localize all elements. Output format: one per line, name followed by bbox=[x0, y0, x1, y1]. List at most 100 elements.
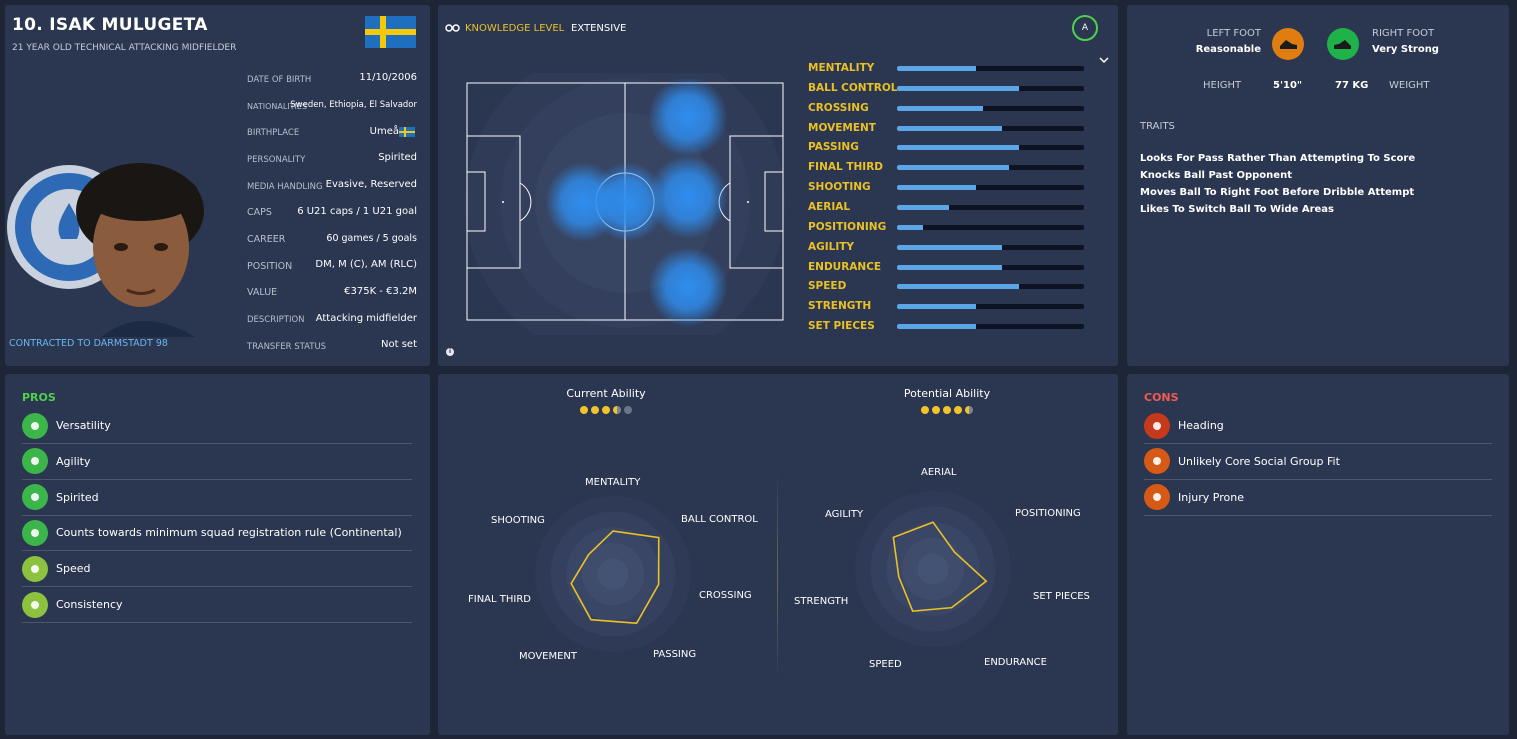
radar-ring bbox=[917, 553, 949, 585]
attribute-bar-fill bbox=[897, 185, 976, 191]
media-handling-value: Evasive, Reserved bbox=[325, 179, 417, 190]
sweden-flag-icon bbox=[365, 16, 416, 48]
attribute-bar bbox=[897, 284, 1084, 290]
attacking-radar-chart bbox=[535, 496, 691, 652]
binoculars-icon bbox=[445, 24, 460, 32]
radar-axis-label: BALL CONTROL bbox=[681, 514, 758, 525]
personality-label: PERSONALITY bbox=[247, 155, 306, 165]
radar-axis-label: CROSSING bbox=[699, 590, 752, 601]
radar-polygon bbox=[570, 530, 660, 625]
transfer-status-value: Not set bbox=[381, 339, 417, 350]
trait-item[interactable]: Knocks Ball Past Opponent bbox=[1140, 170, 1292, 181]
attribute-bar-fill bbox=[897, 145, 1019, 151]
pros-item[interactable]: Counts towards minimum squad registratio… bbox=[22, 515, 412, 552]
trait-item[interactable]: Likes To Switch Ball To Wide Areas bbox=[1140, 204, 1335, 215]
dob-value: 11/10/2006 bbox=[359, 72, 417, 83]
pros-item[interactable]: Speed bbox=[22, 551, 412, 588]
pros-panel: PROS Versatility Agility Spirited Counts to… bbox=[5, 374, 430, 735]
contract-club-link[interactable]: CONTRACTED TO DARMSTADT 98 bbox=[9, 338, 168, 349]
ability-panel: Current Ability Potential Ability MENTAL… bbox=[438, 374, 1118, 735]
info-icon[interactable]: i bbox=[446, 348, 454, 356]
radar-axis-label: MENTALITY bbox=[585, 477, 641, 488]
star-icon bbox=[965, 406, 973, 414]
cons-item[interactable]: Injury Prone bbox=[1144, 480, 1492, 516]
attribute-name: FINAL THIRD bbox=[808, 161, 883, 174]
attribute-bar bbox=[897, 224, 1084, 230]
attribute-bar bbox=[897, 85, 1084, 91]
attribute-bar-fill bbox=[897, 105, 984, 111]
attribute-name: AGILITY bbox=[808, 240, 855, 253]
attribute-bar-fill bbox=[897, 66, 976, 71]
value-value: €375K - €3.2M bbox=[344, 286, 417, 297]
attribute-name: POSITIONING bbox=[808, 220, 887, 233]
cons-item[interactable]: Heading bbox=[1144, 408, 1492, 444]
pros-item[interactable]: Agility bbox=[22, 444, 412, 480]
attribute-bar-fill bbox=[897, 224, 924, 230]
attribute-name: SHOOTING bbox=[808, 181, 871, 194]
physical-panel: LEFT FOOT Reasonable RIGHT FOOT Very Str… bbox=[1127, 5, 1509, 366]
speed-icon bbox=[22, 555, 48, 582]
divider bbox=[777, 469, 778, 684]
pros-item[interactable]: Versatility bbox=[22, 408, 412, 444]
potential-ability-label: Potential Ability bbox=[903, 387, 991, 400]
attribute-bar-fill bbox=[897, 264, 1002, 270]
value-label: VALUE bbox=[247, 287, 278, 298]
description-label: DESCRIPTION bbox=[247, 315, 305, 325]
caps-value: 6 U21 caps / 1 U21 goal bbox=[297, 206, 417, 217]
attribute-bar bbox=[897, 304, 1084, 310]
left-boot-icon bbox=[1272, 28, 1304, 60]
star-icon bbox=[613, 406, 621, 414]
left-foot-label: LEFT FOOT bbox=[1206, 28, 1261, 39]
attribute-name: SET PIECES bbox=[808, 320, 875, 333]
current-ability-stars bbox=[546, 406, 666, 414]
pros-title: PROS bbox=[22, 391, 56, 404]
right-boot-icon bbox=[1327, 28, 1359, 60]
pros-item-label: Counts towards minimum squad registratio… bbox=[56, 526, 402, 540]
attribute-bar-fill bbox=[897, 204, 950, 210]
radar-axis-label: SHOOTING bbox=[491, 515, 545, 526]
knowledge-panel: KNOWLEDGE LEVEL EXTENSIVE A M bbox=[438, 5, 1118, 366]
position-value: DM, M (C), AM (RLC) bbox=[315, 259, 417, 270]
pros-item-label: Versatility bbox=[56, 419, 111, 432]
attribute-name: ENDURANCE bbox=[808, 260, 882, 273]
attribute-bar bbox=[897, 324, 1084, 330]
cons-item-label: Unlikely Core Social Group Fit bbox=[1178, 454, 1340, 468]
injury-icon bbox=[1144, 484, 1170, 511]
attribute-name: CROSSING bbox=[808, 101, 869, 114]
attribute-bar-fill bbox=[897, 125, 1002, 131]
pros-item-label: Spirited bbox=[56, 490, 99, 504]
heading-icon bbox=[1144, 412, 1170, 439]
consistency-icon bbox=[22, 591, 48, 618]
pros-item[interactable]: Consistency bbox=[22, 587, 412, 623]
chevron-down-icon[interactable] bbox=[1099, 57, 1109, 64]
versatility-icon bbox=[22, 412, 48, 439]
player-subtitle: 21 YEAR OLD TECHNICAL ATTACKING MIDFIELD… bbox=[12, 43, 237, 53]
radar-axis-label: PASSING bbox=[653, 649, 697, 660]
agility-icon bbox=[22, 448, 48, 475]
trait-item[interactable]: Moves Ball To Right Foot Before Dribble … bbox=[1140, 187, 1415, 198]
star-icon bbox=[580, 406, 588, 414]
right-foot-value: Very Strong bbox=[1372, 44, 1439, 55]
trait-item[interactable]: Looks For Pass Rather Than Attempting To… bbox=[1140, 153, 1416, 164]
birthplace-value[interactable]: Umeå bbox=[369, 126, 399, 137]
radar-axis-label: SPEED bbox=[869, 659, 902, 670]
pros-item-label: Agility bbox=[56, 454, 91, 468]
radar-axis-label: STRENGTH bbox=[794, 596, 849, 607]
pros-item-label: Speed bbox=[56, 562, 91, 576]
cons-item-label: Injury Prone bbox=[1178, 490, 1244, 504]
personality-value: Spirited bbox=[378, 152, 417, 163]
attribute-bar-fill bbox=[897, 244, 1002, 250]
height-label: HEIGHT bbox=[1203, 80, 1242, 91]
nationalities-value[interactable]: Sweden, Ethiopia, El Salvador bbox=[290, 100, 417, 110]
cons-item[interactable]: Unlikely Core Social Group Fit bbox=[1144, 444, 1492, 480]
attribute-name: AERIAL bbox=[808, 200, 851, 213]
radar-axis-label: AGILITY bbox=[825, 509, 864, 520]
weight-label: WEIGHT bbox=[1389, 80, 1430, 91]
star-icon bbox=[932, 406, 940, 414]
traits-label: TRAITS bbox=[1140, 121, 1175, 132]
left-foot-value: Reasonable bbox=[1195, 44, 1261, 55]
attribute-bar bbox=[897, 185, 1084, 191]
radar-axis-label: ENDURANCE bbox=[984, 657, 1047, 668]
pros-item[interactable]: Spirited bbox=[22, 480, 412, 516]
attribute-bar bbox=[897, 264, 1084, 270]
